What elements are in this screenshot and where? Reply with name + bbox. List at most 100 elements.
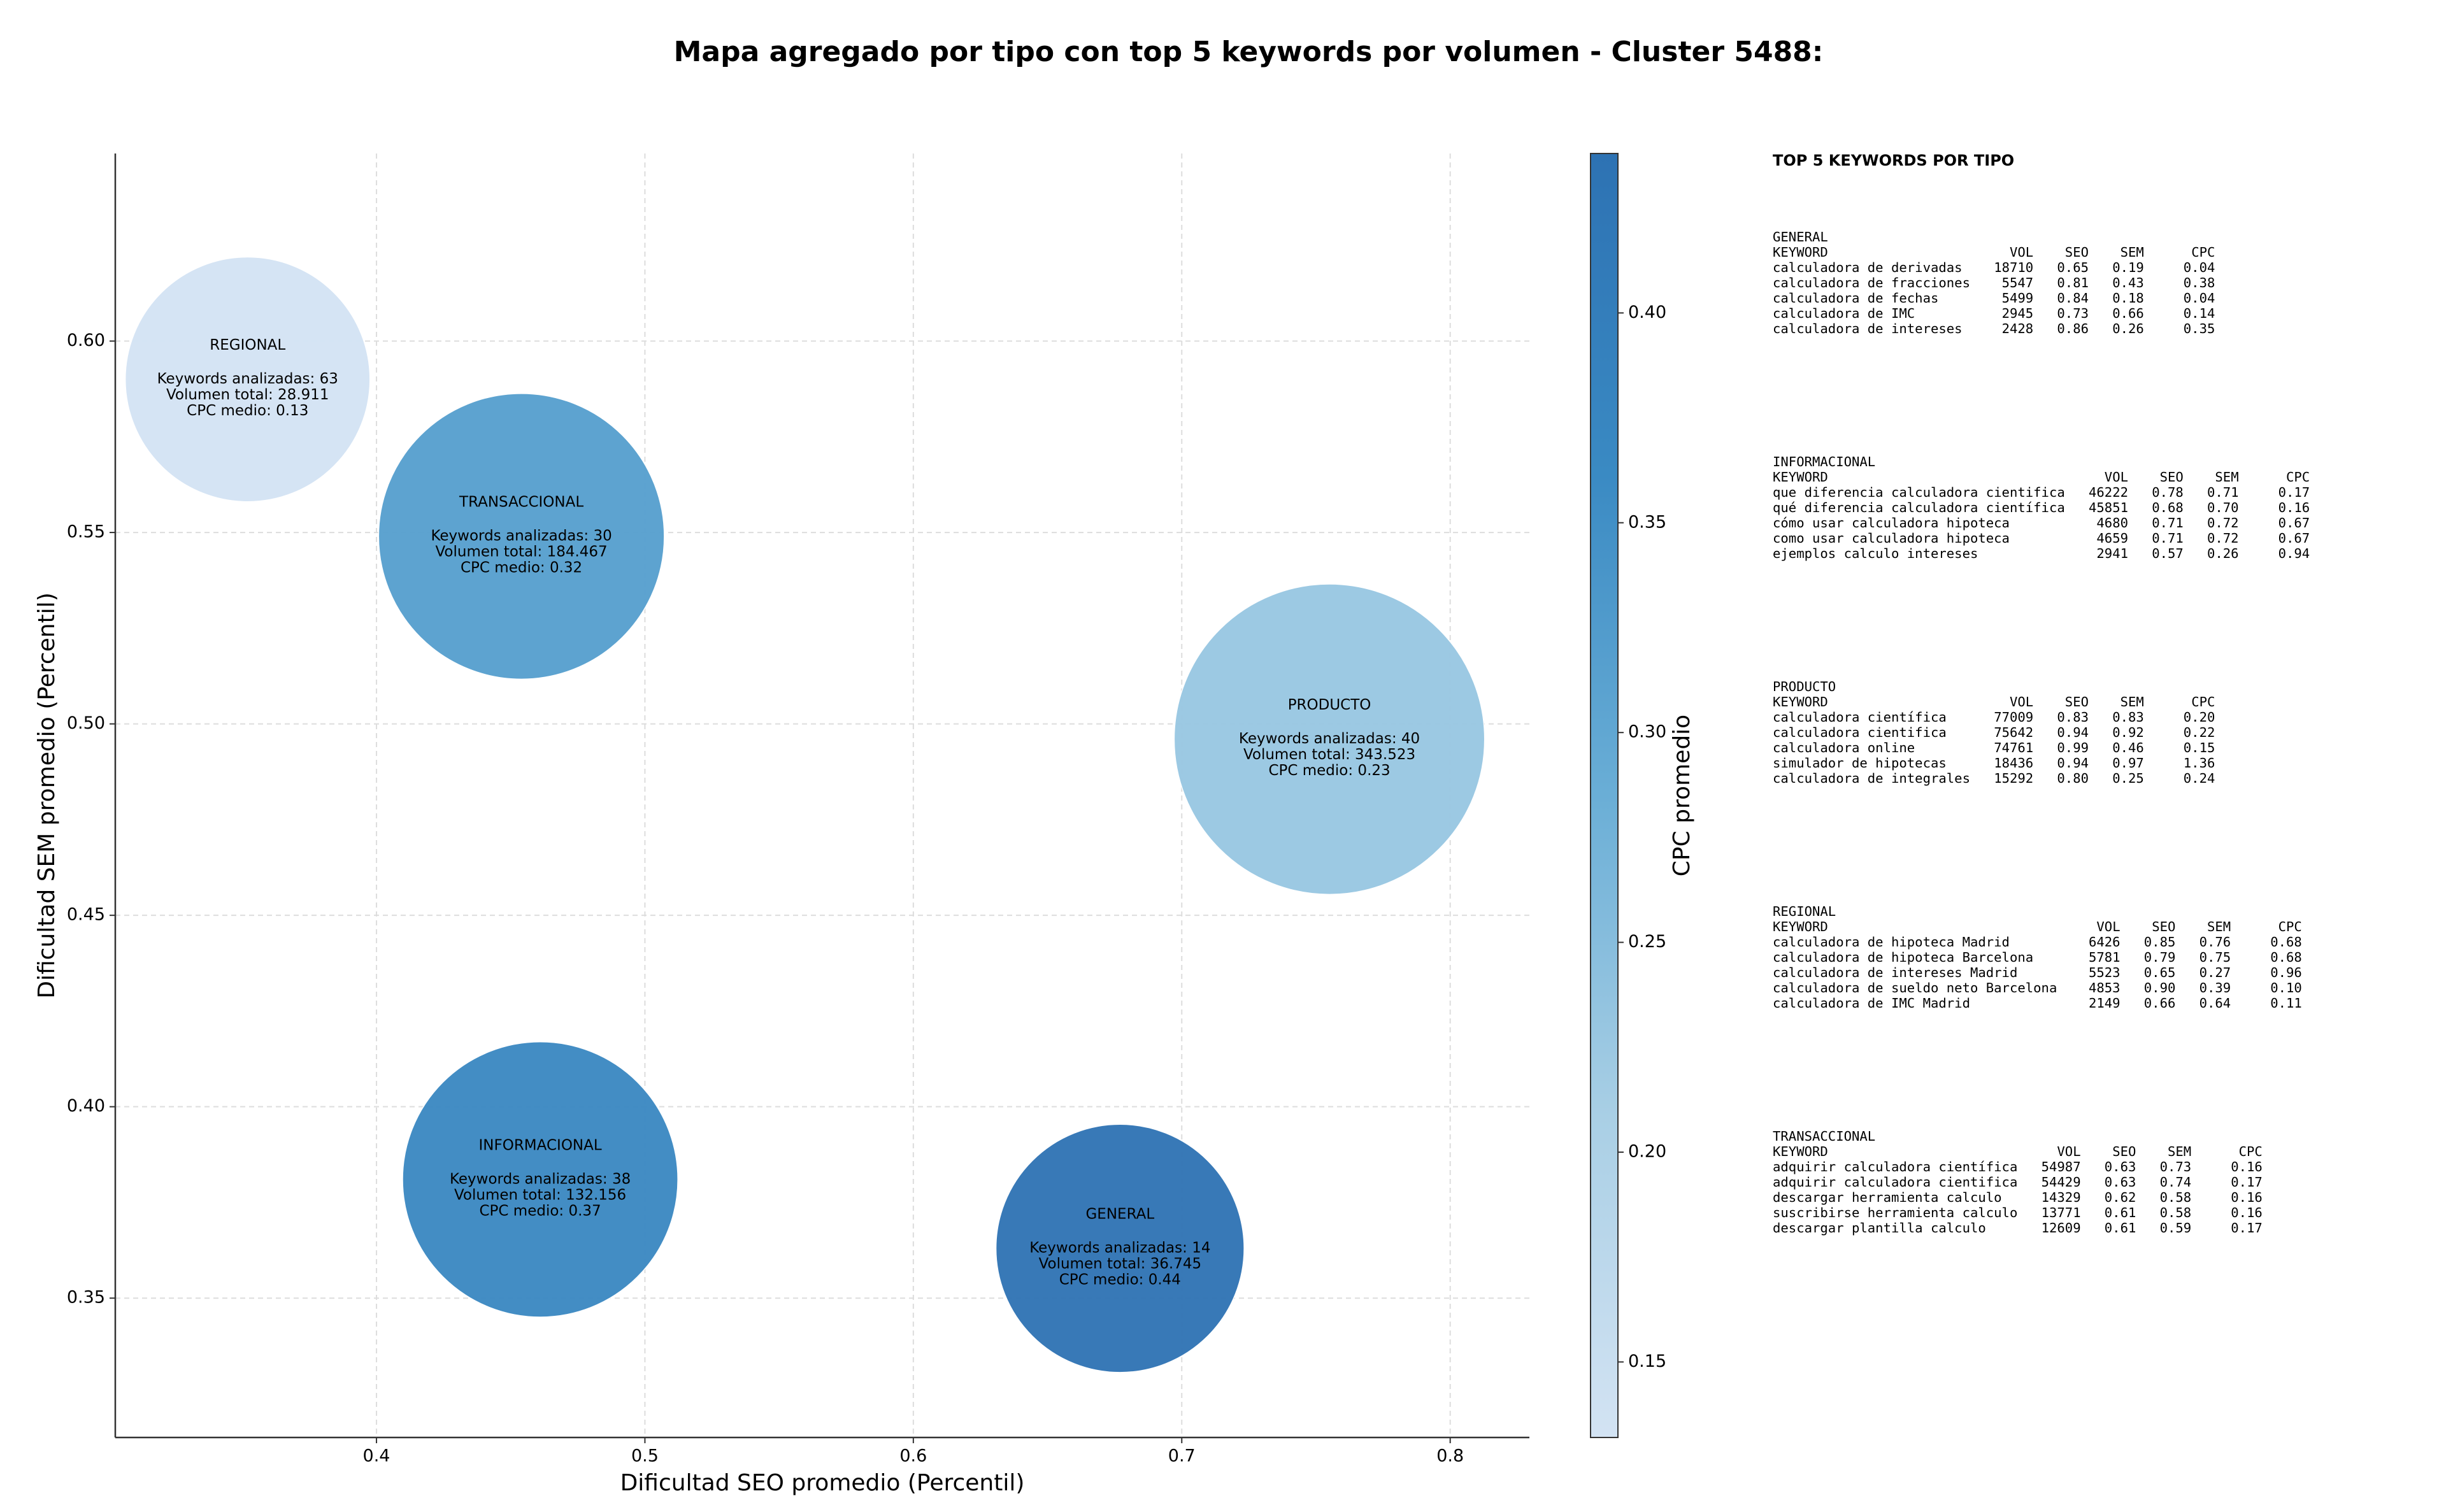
- bubble: [402, 1041, 678, 1318]
- metric-cell: 0.26: [2112, 321, 2144, 336]
- metric-cell: 15292: [1994, 771, 2033, 786]
- metric-cell: 4680: [2096, 515, 2128, 531]
- metric-cell: 0.24: [2184, 771, 2215, 786]
- metric-cell: 46222: [2089, 485, 2128, 500]
- colorbar-tick-label: 0.35: [1628, 512, 1666, 532]
- keyword-cell: calculadora de IMC: [1773, 306, 1915, 321]
- bubble-detail: CPC medio: 0.23: [1268, 762, 1390, 779]
- metric-cell: 0.04: [2184, 290, 2215, 306]
- metric-cell: 0.17: [2278, 485, 2310, 500]
- column-header: CPC: [2191, 694, 2215, 710]
- bubble-detail: CPC medio: 0.13: [187, 403, 308, 419]
- metric-cell: 4853: [2089, 980, 2121, 995]
- metric-cell: 54987: [2042, 1159, 2081, 1174]
- keyword-cell: adquirir calculadora científica: [1773, 1159, 2017, 1174]
- keyword-cell: ejemplos calculo intereses: [1773, 546, 1978, 561]
- metric-cell: 0.16: [2231, 1205, 2263, 1220]
- metric-cell: 0.17: [2231, 1174, 2263, 1190]
- bubble-detail: Keywords analizadas: 40: [1239, 731, 1420, 747]
- metric-cell: 0.59: [2160, 1220, 2192, 1236]
- metric-cell: 0.18: [2112, 290, 2144, 306]
- metric-cell: 5781: [2089, 950, 2121, 965]
- section-name: REGIONAL: [1773, 904, 1836, 919]
- keyword-cell: calculadora de derivadas: [1773, 260, 1963, 275]
- keyword-cell: qué diferencia calculadora científica: [1773, 500, 2065, 515]
- bubble-detail: Volumen total: 184.467: [435, 544, 607, 560]
- colorbar-tick-label: 0.40: [1628, 303, 1666, 322]
- column-header: SEM: [2207, 919, 2231, 934]
- bubble-detail: Keywords analizadas: 30: [431, 528, 612, 545]
- column-header: KEYWORD: [1773, 469, 1828, 485]
- colorbar: [1590, 153, 1619, 1438]
- keyword-cell: como usar calculadora hipoteca: [1773, 531, 2010, 546]
- metric-cell: 5523: [2089, 965, 2121, 980]
- metric-cell: 0.70: [2207, 500, 2239, 515]
- metric-cell: 0.92: [2112, 725, 2144, 740]
- metric-cell: 0.94: [2057, 725, 2089, 740]
- column-header: KEYWORD: [1773, 919, 1828, 934]
- bubble-detail: Volumen total: 343.523: [1243, 746, 1415, 763]
- metric-cell: 0.99: [2057, 740, 2089, 755]
- y-tick-label: 0.60: [67, 331, 105, 350]
- bubble: [1173, 583, 1485, 895]
- metric-cell: 0.76: [2199, 934, 2231, 950]
- column-header: SEM: [2121, 245, 2144, 260]
- bubble-name: GENERAL: [1085, 1206, 1154, 1223]
- column-header: KEYWORD: [1773, 694, 1828, 710]
- keyword-cell: descargar herramienta calculo: [1773, 1190, 2002, 1205]
- metric-cell: 0.83: [2057, 710, 2089, 725]
- keyword-cell: calculadora de integrales: [1773, 771, 1970, 786]
- metric-cell: 13771: [2042, 1205, 2081, 1220]
- metric-cell: 0.81: [2057, 275, 2089, 290]
- metric-cell: 0.96: [2270, 965, 2302, 980]
- metric-cell: 0.71: [2152, 531, 2184, 546]
- column-header: VOL: [2010, 245, 2033, 260]
- metric-cell: 6426: [2089, 934, 2121, 950]
- metric-cell: 14329: [2042, 1190, 2081, 1205]
- column-header: CPC: [2239, 1144, 2263, 1159]
- y-tick-label: 0.45: [67, 905, 105, 925]
- metric-cell: 0.79: [2144, 950, 2176, 965]
- metric-cell: 45851: [2089, 500, 2128, 515]
- metric-cell: 74761: [1994, 740, 2033, 755]
- metric-cell: 2941: [2096, 546, 2128, 561]
- column-header: VOL: [2010, 694, 2033, 710]
- metric-cell: 0.78: [2152, 485, 2184, 500]
- chart-title: Mapa agregado por tipo con top 5 keyword…: [674, 36, 1824, 68]
- metric-cell: 75642: [1994, 725, 2033, 740]
- metric-cell: 0.16: [2231, 1190, 2263, 1205]
- metric-cell: 0.17: [2231, 1220, 2263, 1236]
- x-tick-label: 0.7: [1168, 1446, 1196, 1466]
- column-header: KEYWORD: [1773, 245, 1828, 260]
- y-tick-label: 0.35: [67, 1288, 105, 1308]
- bubble-detail: CPC medio: 0.37: [480, 1202, 601, 1219]
- section-name: GENERAL: [1773, 229, 1828, 245]
- metric-cell: 0.85: [2144, 934, 2176, 950]
- bubble-name: INFORMACIONAL: [479, 1137, 602, 1153]
- keyword-cell: calculadora de hipoteca Barcelona: [1773, 950, 2033, 965]
- metric-cell: 0.16: [2278, 500, 2310, 515]
- metric-cell: 0.39: [2199, 980, 2231, 995]
- keyword-cell: calculadora de fechas: [1773, 290, 1938, 306]
- keyword-cell: calculadora de IMC Madrid: [1773, 995, 1970, 1011]
- metric-cell: 0.22: [2184, 725, 2215, 740]
- x-tick-label: 0.5: [631, 1446, 659, 1466]
- metric-cell: 0.65: [2144, 965, 2176, 980]
- metric-cell: 4659: [2096, 531, 2128, 546]
- keyword-cell: calculadora científica: [1773, 710, 1947, 725]
- column-header: VOL: [2096, 919, 2120, 934]
- bubble-detail: Keywords analizadas: 14: [1029, 1240, 1210, 1257]
- y-axis-label: Dificultad SEM promedio (Percentil): [34, 592, 60, 999]
- metric-cell: 0.58: [2160, 1205, 2192, 1220]
- keyword-cell: cómo usar calculadora hipoteca: [1773, 515, 2010, 531]
- metric-cell: 54429: [2042, 1174, 2081, 1190]
- metric-cell: 0.10: [2270, 980, 2302, 995]
- metric-cell: 0.38: [2184, 275, 2215, 290]
- metric-cell: 0.90: [2144, 980, 2176, 995]
- metric-cell: 0.94: [2278, 546, 2310, 561]
- section-name: PRODUCTO: [1773, 679, 1836, 694]
- section-name: TRANSACCIONAL: [1773, 1129, 1875, 1144]
- keyword-cell: simulador de hipotecas: [1773, 755, 1947, 771]
- bubble-name: TRANSACCIONAL: [459, 494, 583, 511]
- column-header: VOL: [2057, 1144, 2080, 1159]
